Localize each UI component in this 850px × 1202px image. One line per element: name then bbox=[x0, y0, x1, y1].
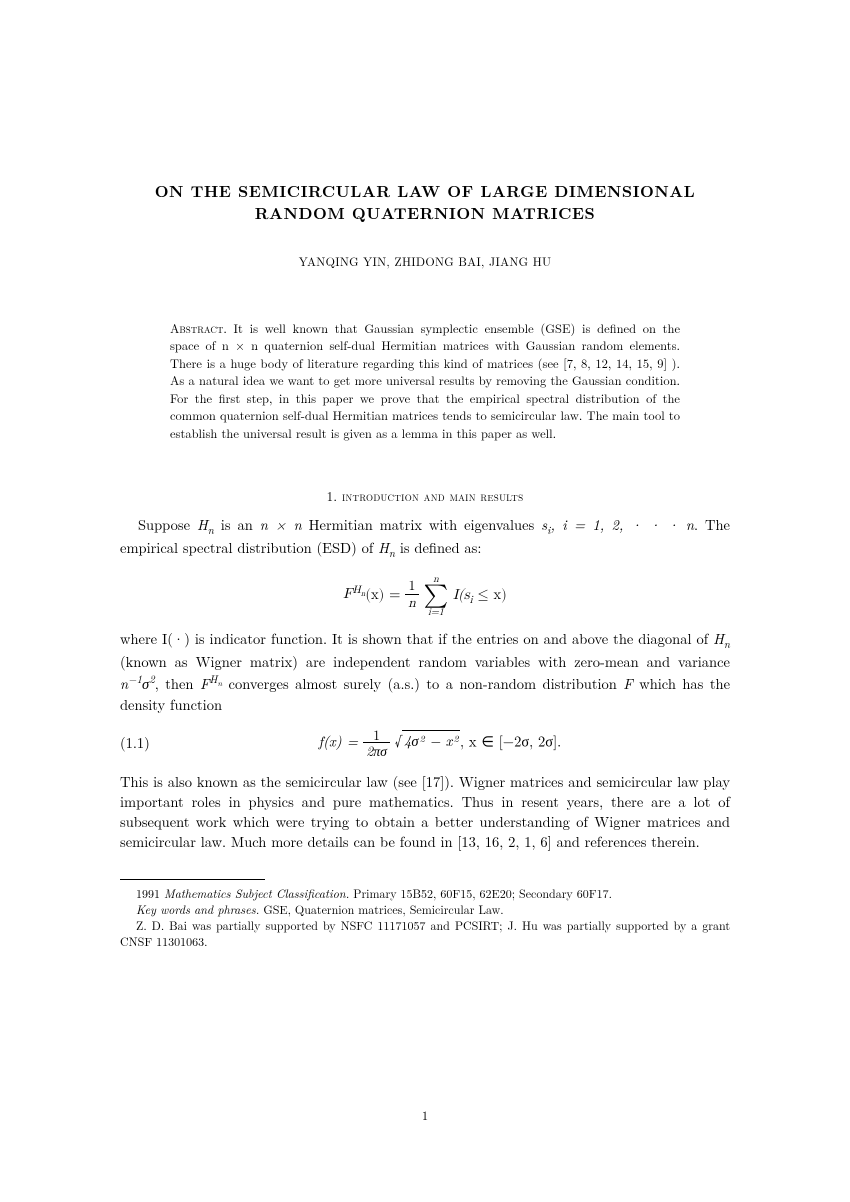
math-symbol: si, i = 1, 2, · · · n bbox=[541, 515, 694, 535]
denominator: 2πσ bbox=[363, 743, 390, 760]
text: Suppose bbox=[138, 515, 197, 535]
sym: , x ∈ [−2σ, 2σ]. bbox=[460, 731, 561, 751]
footnote-funding: Z. D. Bai was partially supported by NSF… bbox=[120, 918, 730, 950]
math-symbol: Hn bbox=[713, 629, 730, 649]
math-symbol: n−1σ2 bbox=[120, 674, 155, 694]
abstract: Abstract. It is well known that Gaussian… bbox=[170, 320, 680, 443]
text: where I(·) is indicator function. It is … bbox=[120, 629, 713, 649]
text: Mathematics Subject Classification. bbox=[164, 885, 349, 902]
sym: (x) = bbox=[365, 586, 405, 601]
fraction: 12πσ bbox=[363, 727, 390, 760]
numerator: 1 bbox=[405, 579, 419, 595]
body: Suppose Hn is an n × n Hermitian matrix … bbox=[120, 515, 730, 852]
paragraph-3: This is also known as the semicircular l… bbox=[120, 772, 730, 853]
text: is defined as: bbox=[395, 538, 481, 558]
section-number: 1. bbox=[327, 486, 338, 505]
text: , then bbox=[155, 674, 200, 694]
fraction: 1n bbox=[405, 579, 419, 612]
equation-esd: FHn(x) = 1n n∑i=1 I(si ≤ x) bbox=[120, 574, 730, 618]
footnote-keywords: Key words and phrases. GSE, Quaternion m… bbox=[120, 902, 730, 918]
summation: n∑i=1 bbox=[424, 574, 449, 618]
math-symbol: Hn bbox=[197, 515, 214, 535]
paper-title: ON THE SEMICIRCULAR LAW OF LARGE DIMENSI… bbox=[120, 180, 730, 225]
sqrt: 4σ² − x² bbox=[395, 730, 460, 751]
text: Primary 15B52, 60F15, 62E20; Secondary 6… bbox=[349, 885, 612, 902]
section-heading: 1. introduction and main results bbox=[120, 486, 730, 505]
math-symbol: n × n bbox=[260, 515, 302, 535]
sym: I(s bbox=[453, 586, 470, 601]
abstract-label: Abstract. bbox=[170, 319, 227, 337]
text: is an bbox=[214, 515, 260, 535]
text: 1991 bbox=[136, 885, 164, 902]
text: (known as Wigner matrix) are independent… bbox=[120, 652, 730, 672]
equation-density: (1.1) f(x) = 12πσ 4σ² − x², x ∈ [−2σ, 2σ… bbox=[120, 727, 730, 760]
sym: H bbox=[353, 585, 361, 596]
text: GSE, Quaternion matrices, Semicircular L… bbox=[259, 901, 503, 918]
sum-lower: i=1 bbox=[424, 607, 449, 617]
sym: F bbox=[343, 586, 352, 601]
footnote-classification: 1991 Mathematics Subject Classification.… bbox=[120, 886, 730, 902]
equation-number: (1.1) bbox=[120, 733, 150, 753]
page-number: 1 bbox=[0, 1106, 850, 1124]
paragraph-1: Suppose Hn is an n × n Hermitian matrix … bbox=[120, 515, 730, 561]
text: converges almost surely (a.s.) to a non-… bbox=[222, 674, 623, 694]
text: Hermitian matrix with eigenvalues bbox=[302, 515, 541, 535]
section-title: introduction and main results bbox=[342, 486, 523, 505]
text: Key words and phrases. bbox=[136, 901, 259, 918]
denominator: n bbox=[405, 595, 419, 612]
sym: f(x) = bbox=[319, 731, 364, 751]
math-symbol: FHn bbox=[200, 674, 222, 694]
radicand: 4σ² − x² bbox=[402, 730, 460, 751]
sym: ≤ x) bbox=[473, 586, 507, 601]
math-symbol: F bbox=[623, 674, 632, 694]
paragraph-2: where I(·) is indicator function. It is … bbox=[120, 629, 730, 715]
footnotes: 1991 Mathematics Subject Classification.… bbox=[120, 886, 730, 951]
math-symbol: Hn bbox=[378, 538, 395, 558]
paper-authors: YANQING YIN, ZHIDONG BAI, JIANG HU bbox=[120, 253, 730, 270]
footnote-rule bbox=[120, 879, 265, 880]
abstract-text: It is well known that Gaussian symplecti… bbox=[170, 319, 680, 442]
